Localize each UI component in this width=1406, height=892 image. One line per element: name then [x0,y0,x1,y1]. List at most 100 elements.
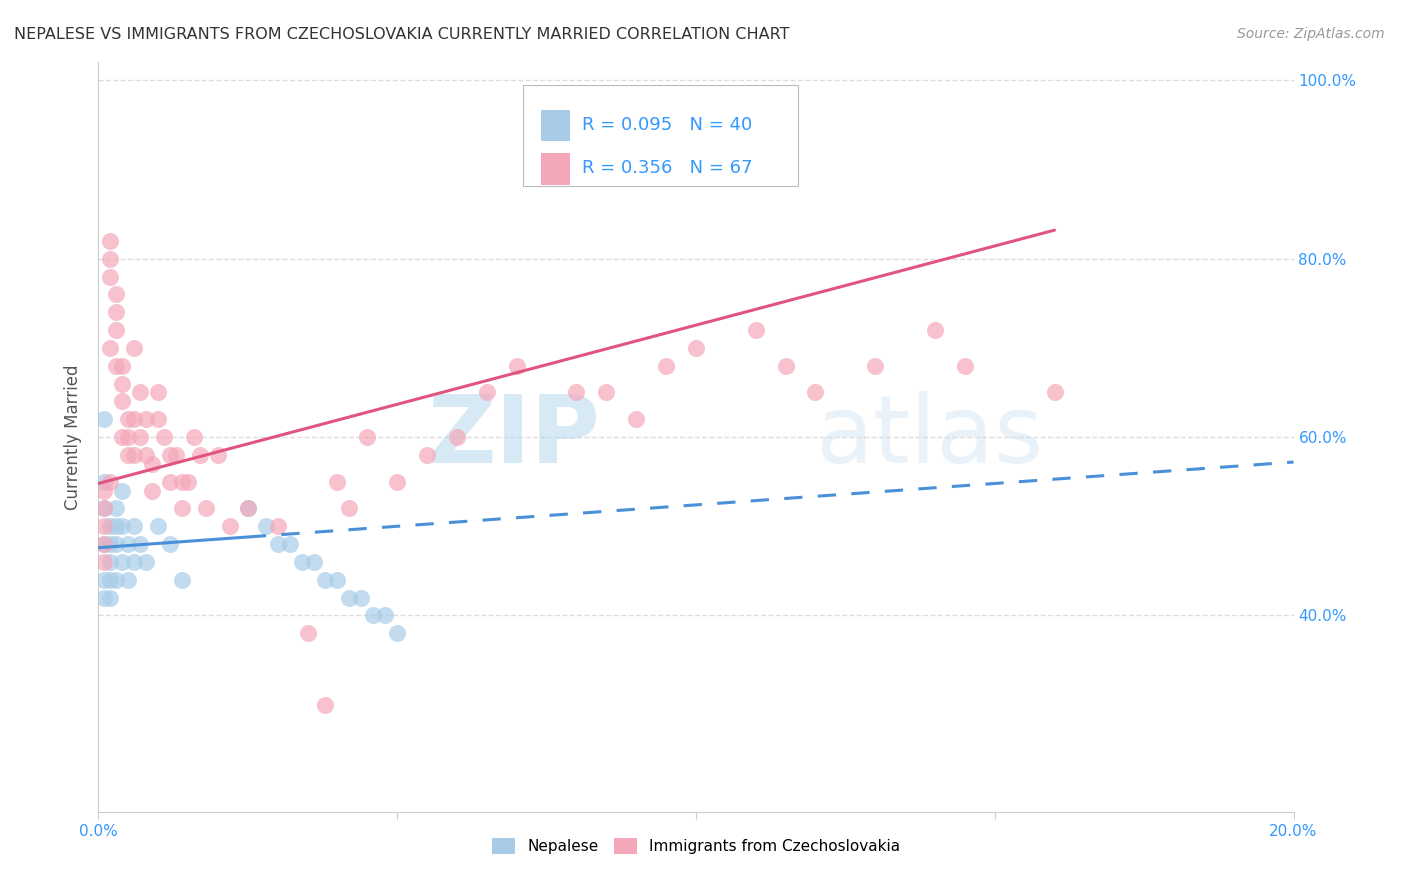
Text: NEPALESE VS IMMIGRANTS FROM CZECHOSLOVAKIA CURRENTLY MARRIED CORRELATION CHART: NEPALESE VS IMMIGRANTS FROM CZECHOSLOVAK… [14,27,790,42]
Point [93,475,115,489]
Point [105,573,128,587]
Point [302,555,325,569]
Point [1043,385,1066,400]
Point [953,359,976,373]
Text: Source: ZipAtlas.com: Source: ZipAtlas.com [1237,27,1385,41]
Point [93,537,115,551]
Point [236,501,259,516]
Point [105,305,128,319]
Point [117,537,139,551]
Point [129,385,152,400]
Point [865,359,887,373]
Point [374,608,396,623]
Point [141,483,163,498]
Point [350,591,373,605]
Point [267,537,290,551]
Point [105,519,128,533]
Point [685,341,707,355]
Point [135,412,157,426]
Point [506,359,529,373]
Point [446,430,468,444]
Point [129,430,152,444]
Point [188,448,211,462]
Point [135,448,157,462]
Point [626,412,648,426]
Point [326,573,349,587]
Point [183,430,205,444]
Point [124,341,146,355]
Point [124,448,146,462]
Point [278,537,301,551]
Point [98,475,122,489]
Point [98,519,122,533]
Legend: Nepalese, Immigrants from Czechoslovakia: Nepalese, Immigrants from Czechoslovakia [486,832,905,860]
Point [385,475,409,489]
Point [315,698,337,712]
Point [111,555,134,569]
Point [105,287,128,301]
Point [297,626,319,640]
Point [135,555,157,569]
Point [111,519,134,533]
Point [315,573,337,587]
Point [98,234,122,248]
Point [117,448,139,462]
Point [219,519,242,533]
Point [924,323,946,337]
Text: R = 0.356   N = 67: R = 0.356 N = 67 [582,159,754,178]
Point [93,412,115,426]
Point [124,555,146,569]
Point [93,573,115,587]
Point [159,448,181,462]
Point [475,385,498,400]
Point [93,519,115,533]
Point [124,412,146,426]
Point [595,385,617,400]
Point [254,519,277,533]
Point [111,376,134,391]
Point [117,430,139,444]
Point [141,457,163,471]
Point [98,555,122,569]
Point [129,537,152,551]
Point [385,626,409,640]
Point [111,430,134,444]
Point [93,501,115,516]
Point [111,359,134,373]
Point [172,475,194,489]
Bar [541,110,571,141]
Point [416,448,439,462]
Point [93,501,115,516]
Point [339,501,361,516]
Point [93,555,115,569]
Point [153,430,176,444]
Point [148,385,170,400]
Text: R = 0.095   N = 40: R = 0.095 N = 40 [582,116,752,134]
Point [98,269,122,284]
Point [111,394,134,409]
Point [148,412,170,426]
Point [207,448,229,462]
Point [356,430,378,444]
Point [565,385,588,400]
Point [363,608,385,623]
Point [165,448,187,462]
FancyBboxPatch shape [523,85,797,186]
Point [195,501,218,516]
Point [105,537,128,551]
Point [93,483,115,498]
Point [98,537,122,551]
Point [98,573,122,587]
Point [326,475,349,489]
Point [124,519,146,533]
Point [111,483,134,498]
Point [105,359,128,373]
Y-axis label: Currently Married: Currently Married [63,364,82,510]
Point [98,591,122,605]
Point [98,252,122,266]
Point [291,555,314,569]
Point [745,323,768,337]
Bar [541,153,571,185]
Point [172,573,194,587]
Point [159,537,181,551]
